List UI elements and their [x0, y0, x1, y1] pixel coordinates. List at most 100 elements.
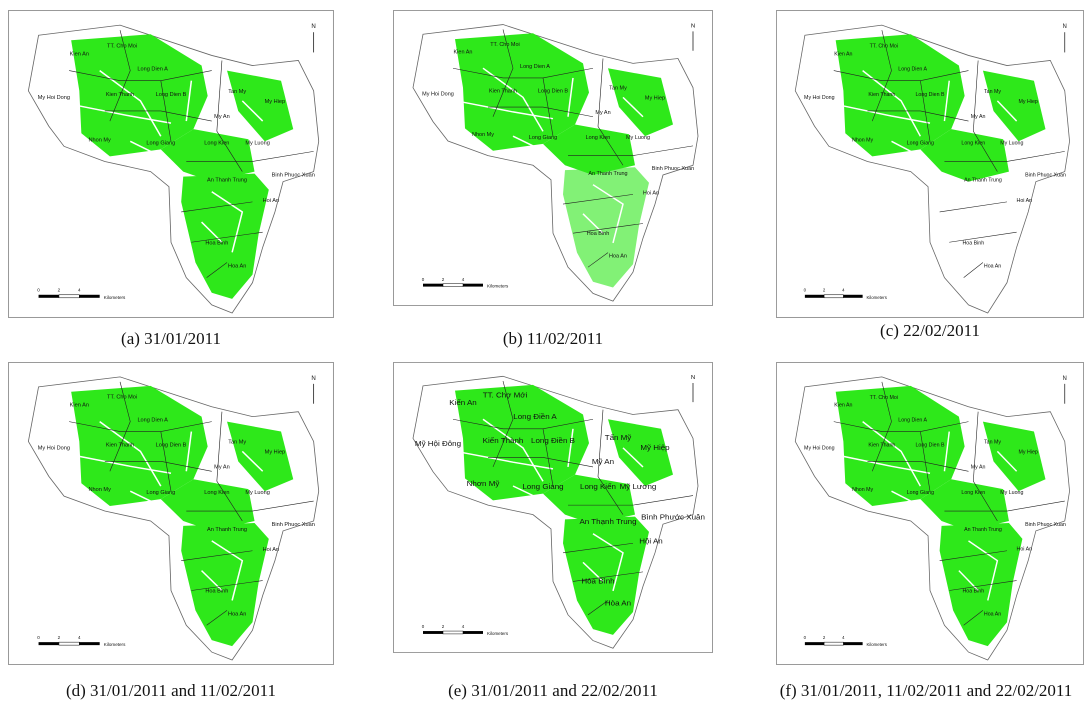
place-name: My Hoi Dong — [804, 95, 834, 101]
place-name: Kien An — [454, 50, 473, 56]
place-name: Long Kiến — [580, 482, 616, 491]
place-name: Tấn Mỹ — [605, 433, 632, 442]
place-name: Hội An — [639, 536, 663, 545]
place-name: Hòa Bình — [581, 577, 614, 586]
caption: (f) 31/01/2011, 11/02/2011 and 22/02/201… — [766, 680, 1086, 702]
place-name: TT. Cho Moi — [870, 395, 898, 401]
scale-label: Kilometers — [866, 642, 887, 647]
place-name: Long Dien A — [137, 67, 168, 73]
caption: (d) 31/01/2011 and 11/02/2011 — [8, 680, 334, 702]
place-name: Long Dien B — [156, 92, 187, 98]
place-name: Hoa Binh — [205, 589, 228, 595]
place-name: Kien Thanh — [106, 92, 134, 98]
place-name: Long Kien — [961, 140, 985, 146]
scale-bar — [463, 631, 483, 634]
scale-label: Kilometers — [487, 631, 509, 636]
place-name: Tan My — [228, 89, 246, 95]
map: Kien An TT. Cho Moi Long Dien A My Hoi Dong… — [393, 10, 713, 306]
scale-bar — [824, 642, 843, 645]
place-name: Tan My — [228, 440, 246, 446]
place-name: Nhon My — [89, 487, 112, 493]
place-name: Kien An — [834, 51, 852, 57]
map: Kien AnTT. Cho MoiLong Dien AMy Hoi Dong… — [8, 362, 334, 665]
north-label: N — [691, 24, 695, 30]
place-name: Hoi An — [263, 198, 279, 204]
place-name: An Thạnh Trung — [579, 517, 636, 526]
place-name: Binh Phuoc Xuan — [1025, 173, 1066, 179]
place-name: Hoi An — [1017, 547, 1033, 553]
place-name: Long Dien B — [915, 92, 944, 98]
place-name: Long Dien A — [520, 64, 550, 70]
place-name: Long Dien A — [137, 418, 168, 424]
place-name: An Thanh Trung — [964, 178, 1002, 184]
scale-label: Kilometers — [104, 642, 126, 647]
scale-bar — [79, 642, 99, 645]
caption: (c) 22/02/2011 — [776, 320, 1084, 342]
north-label: N — [311, 23, 315, 30]
north-label: N — [1063, 376, 1067, 382]
place-name: Hoa An — [228, 264, 246, 270]
place-name: Long Giang — [146, 490, 175, 496]
place-name: Binh Phuoc Xuan — [272, 173, 315, 179]
caption: (b) 11/02/2011 — [393, 328, 713, 350]
place-name: My Hiep — [265, 449, 285, 455]
place-name: Long Dien B — [915, 442, 944, 448]
place-name: My Luong — [245, 490, 270, 496]
place-name: Long Dien A — [898, 66, 927, 72]
place-name: Hoi An — [643, 190, 659, 196]
scale-bar — [79, 295, 99, 298]
place-name: TT. Chợ Mới — [483, 390, 528, 399]
place-name: Long Điền A — [513, 412, 557, 421]
place-name: Mỹ Lương — [620, 482, 657, 491]
scale-bar — [463, 284, 483, 287]
place-name: Binh Phuoc Xuan — [272, 522, 315, 528]
scale-bar — [39, 642, 59, 645]
place-name: Long Kien — [961, 490, 985, 496]
place-name: Binh Phuoc Xuan — [1025, 522, 1066, 528]
scale-bar — [805, 295, 824, 298]
place-name: Hoi An — [263, 547, 279, 553]
place-name: My Hiep — [1019, 99, 1038, 105]
place-name: Nhon My — [852, 487, 873, 493]
place-name: Long Điền B — [531, 436, 575, 445]
map: Kiến AnTT. Chợ MớiLong Điền AMỹ Hội Đông… — [393, 362, 713, 653]
place-name: Long Giang — [907, 490, 934, 496]
place-name: TT. Cho Moi — [107, 395, 137, 401]
place-name: My An — [971, 464, 986, 470]
place-name: My An — [214, 114, 230, 120]
scale-bar — [443, 631, 463, 634]
place-name: Mỹ An — [592, 457, 614, 466]
place-name: Hoa An — [228, 611, 246, 617]
caption: (a) 31/01/2011 — [8, 328, 334, 350]
place-name: My An — [214, 464, 230, 470]
place-name: Hoa Binh — [587, 231, 610, 237]
north-label: N — [691, 375, 695, 381]
place-name: My Luong — [245, 140, 270, 146]
place-name: An Thanh Trung — [588, 171, 627, 177]
place-name: Tan My — [609, 86, 627, 92]
place-name: My Hoi Dong — [804, 445, 835, 451]
place-name: Long Dien B — [156, 442, 187, 448]
place-name: Nhơn Mỹ — [467, 479, 500, 488]
place-name: Long Kien — [586, 135, 611, 141]
scale-label: Kilometers — [104, 295, 126, 300]
place-name: An Thanh Trung — [207, 527, 247, 533]
place-name: My Hiep — [645, 95, 665, 101]
place-name: Mỹ Hiệp — [640, 443, 670, 452]
place-name: An Thanh Trung — [207, 178, 247, 184]
place-name: Tan My — [984, 439, 1001, 445]
place-name: TT. Cho Moi — [490, 42, 520, 48]
place-name: Hoi An — [1017, 198, 1033, 204]
figure: Kien An TT. Cho Moi Long Dien A My Hoi Dong… — [0, 0, 1091, 727]
place-name: Long Giang — [146, 140, 175, 146]
place-name: My Luong — [626, 135, 650, 141]
scale-label: Kilometers — [866, 295, 887, 300]
scale-bar — [805, 642, 824, 645]
place-name: Kien An — [70, 403, 89, 409]
place-name: Hoa Binh — [962, 588, 984, 594]
place-name: My Hoi Dong — [422, 91, 454, 97]
place-name: Kien Thanh — [489, 89, 517, 95]
map-panel: Kien AnTT. Cho MoiLong Dien AMy Hoi Dong… — [8, 362, 334, 665]
